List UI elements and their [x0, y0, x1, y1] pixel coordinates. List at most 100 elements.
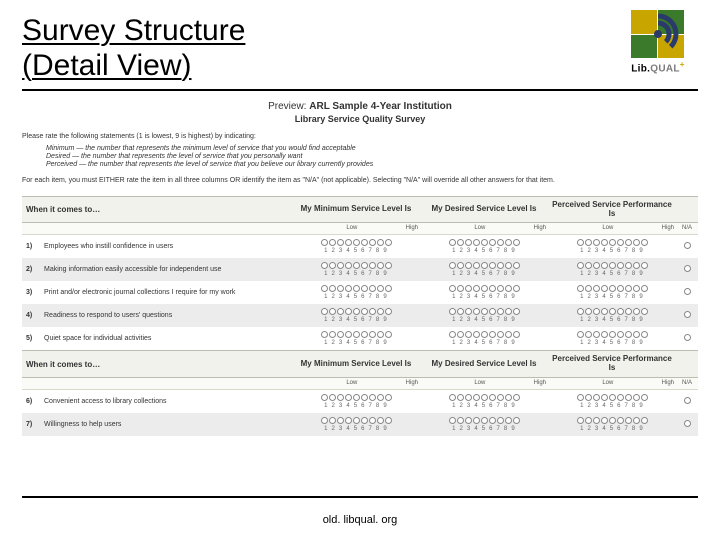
radio-option[interactable] [609, 308, 616, 315]
radio-option[interactable] [684, 288, 691, 295]
radio-option[interactable] [377, 239, 384, 246]
radio-option[interactable] [684, 311, 691, 318]
radio-option[interactable] [457, 239, 464, 246]
radio-option[interactable] [593, 239, 600, 246]
radio-option[interactable] [577, 239, 584, 246]
radio-option[interactable] [497, 331, 504, 338]
radio-option[interactable] [361, 417, 368, 424]
radio-option[interactable] [585, 394, 592, 401]
radio-option[interactable] [513, 285, 520, 292]
radio-option[interactable] [361, 239, 368, 246]
radio-option[interactable] [353, 285, 360, 292]
radio-option[interactable] [617, 239, 624, 246]
radio-option[interactable] [369, 285, 376, 292]
radio-option[interactable] [641, 308, 648, 315]
radio-option[interactable] [329, 239, 336, 246]
radio-option[interactable] [489, 262, 496, 269]
radio-option[interactable] [377, 285, 384, 292]
radio-option[interactable] [345, 239, 352, 246]
radio-option[interactable] [337, 285, 344, 292]
radio-option[interactable] [684, 397, 691, 404]
radio-option[interactable] [625, 308, 632, 315]
radio-option[interactable] [577, 394, 584, 401]
radio-option[interactable] [593, 331, 600, 338]
radio-option[interactable] [633, 417, 640, 424]
radio-option[interactable] [601, 239, 608, 246]
radio-option[interactable] [321, 331, 328, 338]
radio-option[interactable] [369, 331, 376, 338]
radio-option[interactable] [321, 308, 328, 315]
radio-option[interactable] [641, 285, 648, 292]
radio-option[interactable] [577, 331, 584, 338]
radio-option[interactable] [457, 285, 464, 292]
radio-option[interactable] [473, 417, 480, 424]
radio-option[interactable] [617, 331, 624, 338]
radio-option[interactable] [489, 417, 496, 424]
radio-option[interactable] [465, 417, 472, 424]
radio-option[interactable] [321, 417, 328, 424]
radio-option[interactable] [377, 331, 384, 338]
radio-option[interactable] [385, 331, 392, 338]
radio-option[interactable] [449, 262, 456, 269]
radio-option[interactable] [321, 285, 328, 292]
radio-option[interactable] [489, 239, 496, 246]
radio-option[interactable] [465, 239, 472, 246]
radio-option[interactable] [385, 262, 392, 269]
radio-option[interactable] [684, 420, 691, 427]
radio-option[interactable] [513, 417, 520, 424]
radio-option[interactable] [473, 262, 480, 269]
radio-option[interactable] [601, 285, 608, 292]
radio-option[interactable] [353, 239, 360, 246]
radio-option[interactable] [609, 262, 616, 269]
radio-option[interactable] [585, 308, 592, 315]
radio-option[interactable] [625, 239, 632, 246]
radio-option[interactable] [489, 285, 496, 292]
radio-option[interactable] [505, 262, 512, 269]
radio-option[interactable] [337, 239, 344, 246]
radio-option[interactable] [633, 308, 640, 315]
radio-option[interactable] [457, 308, 464, 315]
radio-option[interactable] [481, 239, 488, 246]
radio-option[interactable] [577, 262, 584, 269]
radio-option[interactable] [473, 308, 480, 315]
radio-option[interactable] [585, 331, 592, 338]
radio-option[interactable] [449, 331, 456, 338]
radio-option[interactable] [481, 331, 488, 338]
radio-option[interactable] [377, 308, 384, 315]
radio-option[interactable] [593, 262, 600, 269]
radio-option[interactable] [617, 417, 624, 424]
radio-option[interactable] [337, 331, 344, 338]
radio-option[interactable] [473, 285, 480, 292]
radio-option[interactable] [505, 285, 512, 292]
radio-option[interactable] [353, 331, 360, 338]
radio-option[interactable] [505, 308, 512, 315]
radio-option[interactable] [505, 239, 512, 246]
radio-option[interactable] [625, 262, 632, 269]
radio-option[interactable] [457, 394, 464, 401]
radio-option[interactable] [577, 308, 584, 315]
radio-option[interactable] [353, 308, 360, 315]
radio-option[interactable] [497, 394, 504, 401]
radio-option[interactable] [633, 262, 640, 269]
radio-option[interactable] [609, 394, 616, 401]
radio-option[interactable] [361, 331, 368, 338]
radio-option[interactable] [377, 262, 384, 269]
radio-option[interactable] [377, 417, 384, 424]
radio-option[interactable] [449, 394, 456, 401]
radio-option[interactable] [481, 308, 488, 315]
radio-option[interactable] [345, 285, 352, 292]
radio-option[interactable] [625, 331, 632, 338]
radio-option[interactable] [585, 417, 592, 424]
radio-option[interactable] [593, 285, 600, 292]
radio-option[interactable] [369, 308, 376, 315]
radio-option[interactable] [497, 417, 504, 424]
radio-option[interactable] [601, 308, 608, 315]
radio-option[interactable] [465, 331, 472, 338]
radio-option[interactable] [353, 417, 360, 424]
radio-option[interactable] [617, 262, 624, 269]
radio-option[interactable] [641, 394, 648, 401]
radio-option[interactable] [457, 331, 464, 338]
radio-option[interactable] [641, 262, 648, 269]
radio-option[interactable] [353, 394, 360, 401]
radio-option[interactable] [449, 285, 456, 292]
